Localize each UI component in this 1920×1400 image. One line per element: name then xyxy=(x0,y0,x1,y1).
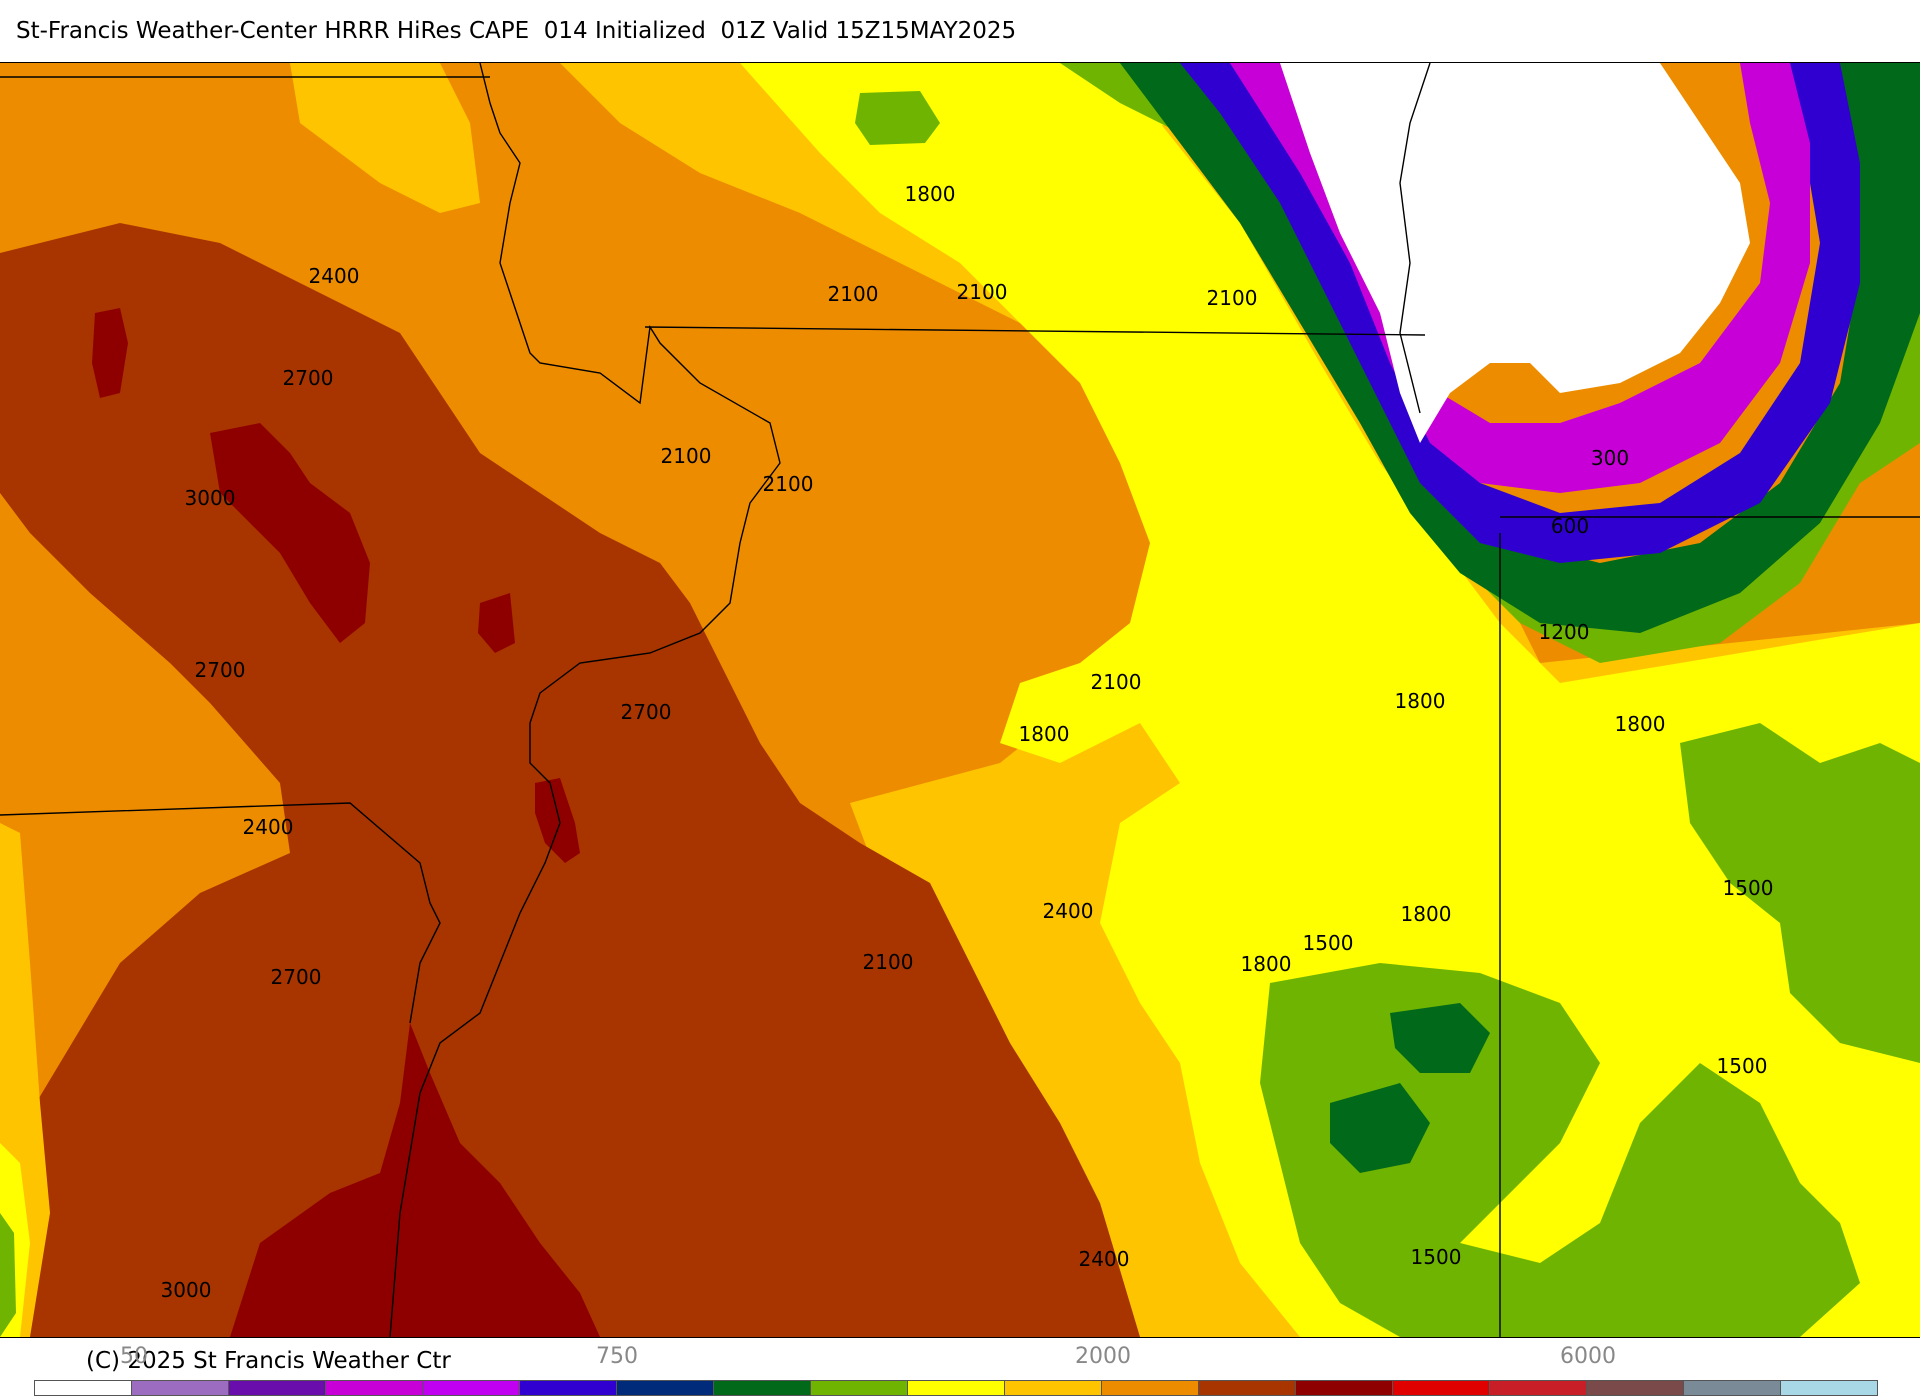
contour-label: 2400 xyxy=(1043,899,1094,923)
colorbar-segment xyxy=(228,1380,326,1396)
cape-field-0 xyxy=(1280,63,1750,443)
state-border-ks-ne xyxy=(644,326,1426,336)
contour-label: 600 xyxy=(1551,514,1589,538)
contour-label: 2100 xyxy=(763,472,814,496)
cape-field-750 xyxy=(1180,63,1860,563)
contour-label: 1200 xyxy=(1539,620,1590,644)
contour-label: 2100 xyxy=(661,444,712,468)
cape-field-1500-east xyxy=(1680,723,1920,1063)
cape-field-2000-nw xyxy=(290,63,480,213)
cape-field-600 xyxy=(1230,63,1810,493)
colorbar-segment xyxy=(616,1380,714,1396)
copyright-text: (C) 2025 St Francis Weather Ctr xyxy=(86,1348,451,1374)
cape-field-1500-blob xyxy=(855,91,940,145)
colorbar-segment xyxy=(325,1380,423,1396)
contour-label: 1500 xyxy=(1411,1245,1462,1269)
cape-field-1500-west xyxy=(0,1213,16,1337)
contour-label: 1800 xyxy=(1615,712,1666,736)
colorbar-segment xyxy=(1586,1380,1684,1396)
contour-label: 2700 xyxy=(621,700,672,724)
contour-label: 1800 xyxy=(1401,902,1452,926)
cape-map: 1800 2400 2100 2100 2100 2700 2100 2100 3000 2700… xyxy=(0,62,1920,1338)
contour-label: 1800 xyxy=(1395,689,1446,713)
contour-label: 1800 xyxy=(1019,722,1070,746)
colorbar-segment xyxy=(1683,1380,1781,1396)
contour-label: 2100 xyxy=(957,280,1008,304)
contour-label: 1500 xyxy=(1303,931,1354,955)
cape-field-3000-c xyxy=(478,593,515,653)
contour-label: 2700 xyxy=(195,658,246,682)
contour-label: 3000 xyxy=(185,486,236,510)
contour-label: 2100 xyxy=(828,282,879,306)
contour-label: 1800 xyxy=(905,182,956,206)
cape-field-3000-d xyxy=(535,778,580,863)
contour-label: 1500 xyxy=(1717,1054,1768,1078)
cape-field-3000-b xyxy=(92,308,128,398)
colorbar-segment xyxy=(519,1380,617,1396)
colorbar-tick-label: 750 xyxy=(596,1344,638,1369)
colorbar-segment xyxy=(1004,1380,1102,1396)
cape-field-1000-pocket xyxy=(1330,1083,1430,1173)
contour-label: 3000 xyxy=(161,1278,212,1302)
colorbar-segment xyxy=(34,1380,132,1396)
cape-field-3000-a xyxy=(210,423,370,643)
colorbar-segment xyxy=(422,1380,520,1396)
colorbar-tick-label: 6000 xyxy=(1560,1344,1616,1369)
colorbar-segment xyxy=(1780,1380,1878,1396)
contour-label: 2100 xyxy=(1091,670,1142,694)
colorbar-segment xyxy=(131,1380,229,1396)
contour-label: 1500 xyxy=(1723,876,1774,900)
contour-label: 300 xyxy=(1591,446,1629,470)
cape-field-1000-pocket2 xyxy=(1390,1003,1490,1073)
contour-label: 2400 xyxy=(243,815,294,839)
contour-label: 2100 xyxy=(1207,286,1258,310)
contour-label: 2700 xyxy=(283,366,334,390)
boundary-lines xyxy=(0,63,1920,1337)
colorbar-segment xyxy=(810,1380,908,1396)
contour-label: 2400 xyxy=(1079,1247,1130,1271)
state-border-missouri-river xyxy=(389,63,781,1337)
colorbar-segment xyxy=(1198,1380,1296,1396)
colorbar-segment xyxy=(1392,1380,1490,1396)
map-title: St-Francis Weather-Center HRRR HiRes CAP… xyxy=(16,18,1017,44)
contour-label: 2100 xyxy=(863,950,914,974)
cape-field-1750 xyxy=(740,63,1920,1337)
colorbar-segment xyxy=(907,1380,1005,1396)
colorbar-segment xyxy=(1489,1380,1587,1396)
contour-label: 1800 xyxy=(1241,952,1292,976)
colorbar xyxy=(34,1380,1878,1396)
colorbar-segment xyxy=(1101,1380,1199,1396)
colorbar-tick-label: 2000 xyxy=(1075,1344,1131,1369)
colorbar-segment xyxy=(713,1380,811,1396)
colorbar-tick-label: 50 xyxy=(120,1344,148,1369)
colorbar-segment xyxy=(1295,1380,1393,1396)
contour-label: 2400 xyxy=(309,264,360,288)
state-border-ok-ks xyxy=(0,802,441,1024)
lake-shore xyxy=(1399,63,1431,414)
contour-label: 2700 xyxy=(271,965,322,989)
cape-field-3000-south xyxy=(230,1023,600,1337)
